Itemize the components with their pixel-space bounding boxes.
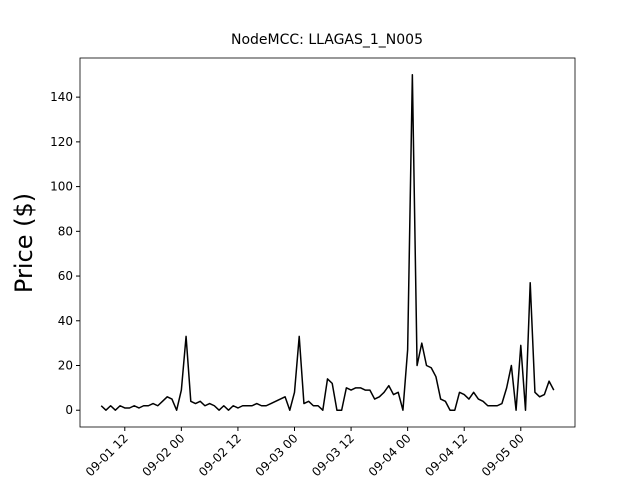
y-tick-label: 20 bbox=[58, 359, 73, 373]
y-tick-label: 40 bbox=[58, 314, 73, 328]
y-tick-label: 120 bbox=[50, 135, 73, 149]
plot-frame bbox=[79, 57, 576, 428]
y-tick-label: 80 bbox=[58, 224, 73, 238]
y-tick-label: 100 bbox=[50, 180, 73, 194]
y-tick-label: 60 bbox=[58, 269, 73, 283]
y-axis-label: Price ($) bbox=[10, 193, 38, 293]
chart-title: NodeMCC: LLAGAS_1_N005 bbox=[231, 32, 423, 48]
y-tick-label: 140 bbox=[50, 90, 73, 104]
price-line bbox=[100, 74, 555, 411]
y-tick-label: 0 bbox=[65, 403, 73, 417]
